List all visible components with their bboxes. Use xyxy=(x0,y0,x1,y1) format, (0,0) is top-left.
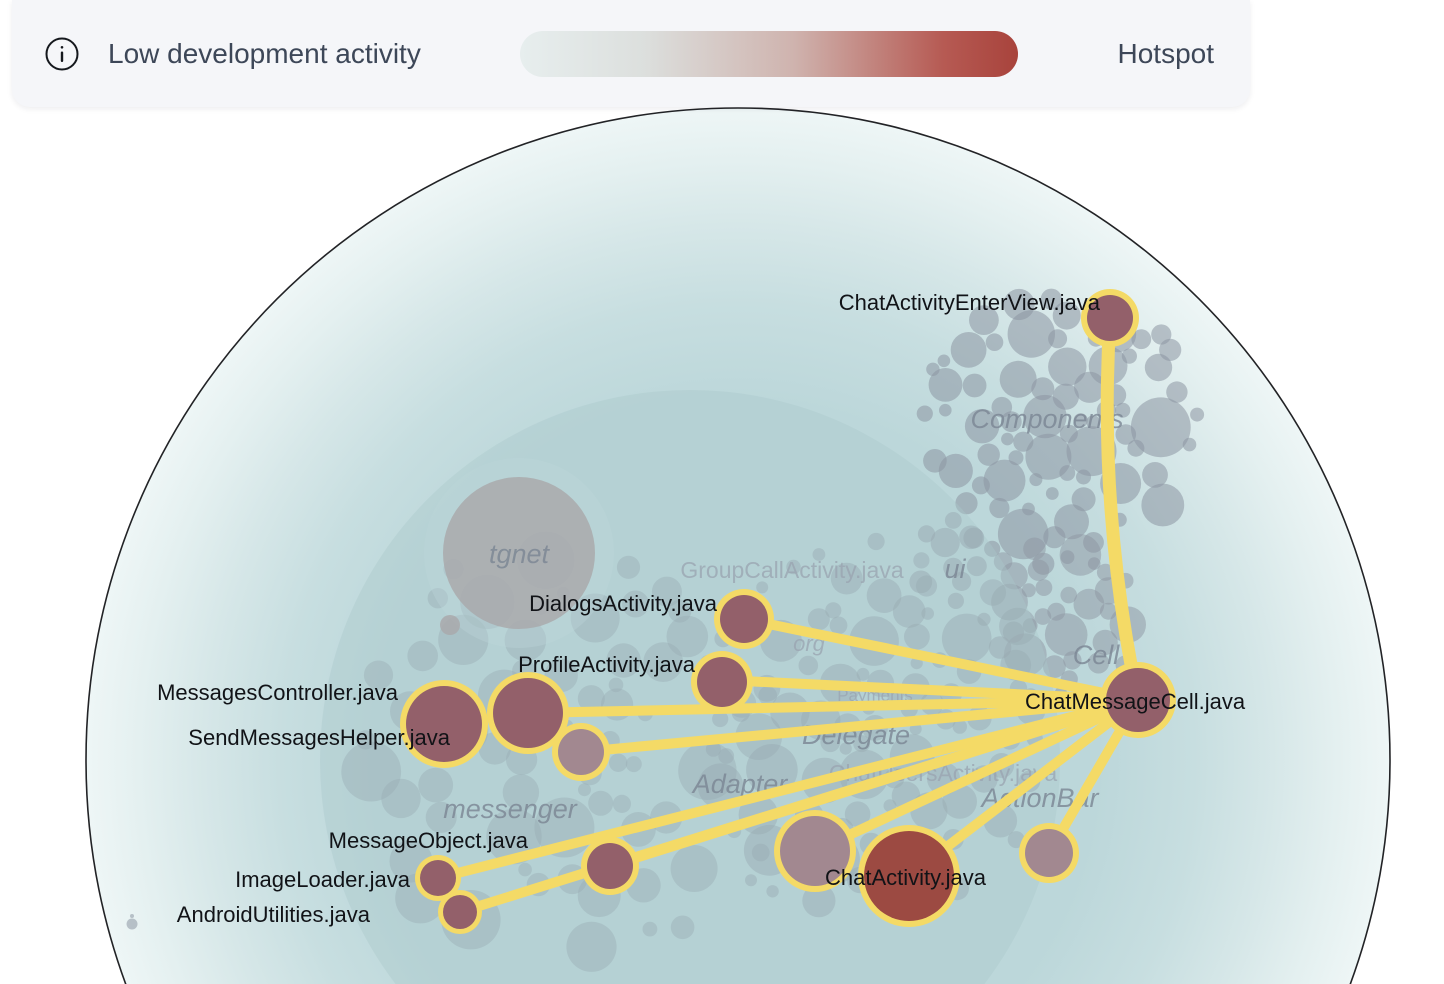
svg-text:messenger: messenger xyxy=(443,794,578,824)
svg-text:AndroidUtilities.java: AndroidUtilities.java xyxy=(177,902,371,927)
svg-text:MessageObject.java: MessageObject.java xyxy=(329,828,529,853)
svg-text:ImageLoader.java: ImageLoader.java xyxy=(235,867,411,892)
svg-text:ProfileActivity.java: ProfileActivity.java xyxy=(518,652,696,677)
svg-text:ChatMessageCell.java: ChatMessageCell.java xyxy=(1025,689,1246,714)
svg-text:SendMessagesHelper.java: SendMessagesHelper.java xyxy=(188,725,450,750)
svg-text:ui: ui xyxy=(944,554,966,584)
svg-text:Cell: Cell xyxy=(1073,640,1121,670)
svg-text:ChatActivityEnterView.java: ChatActivityEnterView.java xyxy=(839,290,1101,315)
svg-text:Components: Components xyxy=(970,404,1123,434)
svg-text:ChatActivity.java: ChatActivity.java xyxy=(825,865,987,890)
svg-text:tgnet: tgnet xyxy=(489,539,551,569)
svg-text:GroupCallActivity.java: GroupCallActivity.java xyxy=(680,557,903,583)
svg-text:MessagesController.java: MessagesController.java xyxy=(157,680,399,705)
svg-text:DialogsActivity.java: DialogsActivity.java xyxy=(529,591,718,616)
